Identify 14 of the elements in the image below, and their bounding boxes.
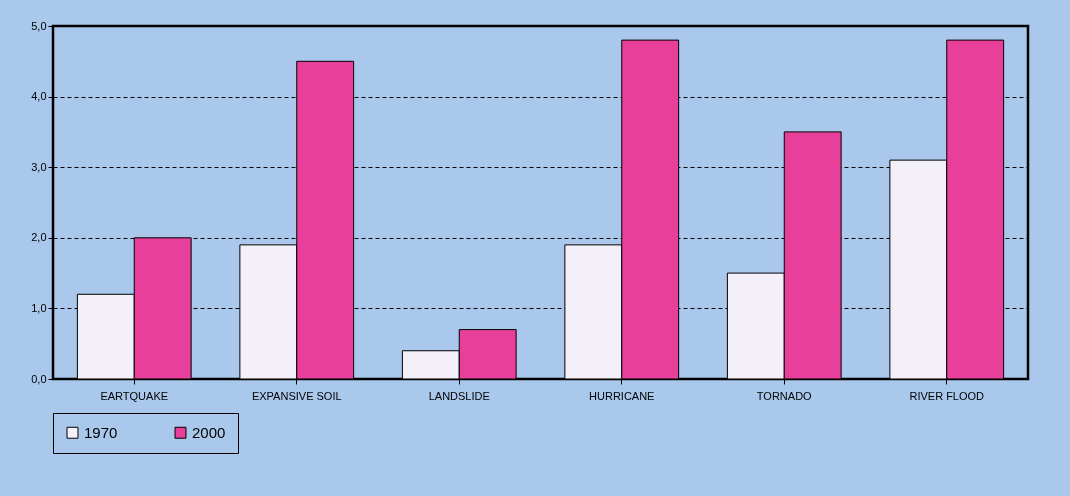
y-tick-label: 2,0 — [31, 231, 47, 244]
x-tick-label: EXPANSIVE SOIL — [251, 389, 342, 402]
x-tick-label: RIVER FLOOD — [909, 389, 985, 402]
y-tick-label: 3,0 — [31, 160, 47, 173]
y-tick-label: 1,0 — [31, 301, 47, 314]
legend-label: 2000 — [192, 423, 226, 441]
legend-label: 1970 — [84, 423, 118, 441]
x-tick-label: HURRICANE — [589, 389, 655, 402]
y-tick-label: 4,0 — [31, 90, 47, 103]
x-tick-label: LANDSLIDE — [428, 389, 490, 402]
y-tick-label: 5,0 — [31, 19, 47, 32]
x-tick-label: EARTQUAKE — [100, 389, 169, 402]
y-tick-label: 0,0 — [31, 372, 47, 385]
x-tick-label: TORNADO — [756, 389, 813, 402]
